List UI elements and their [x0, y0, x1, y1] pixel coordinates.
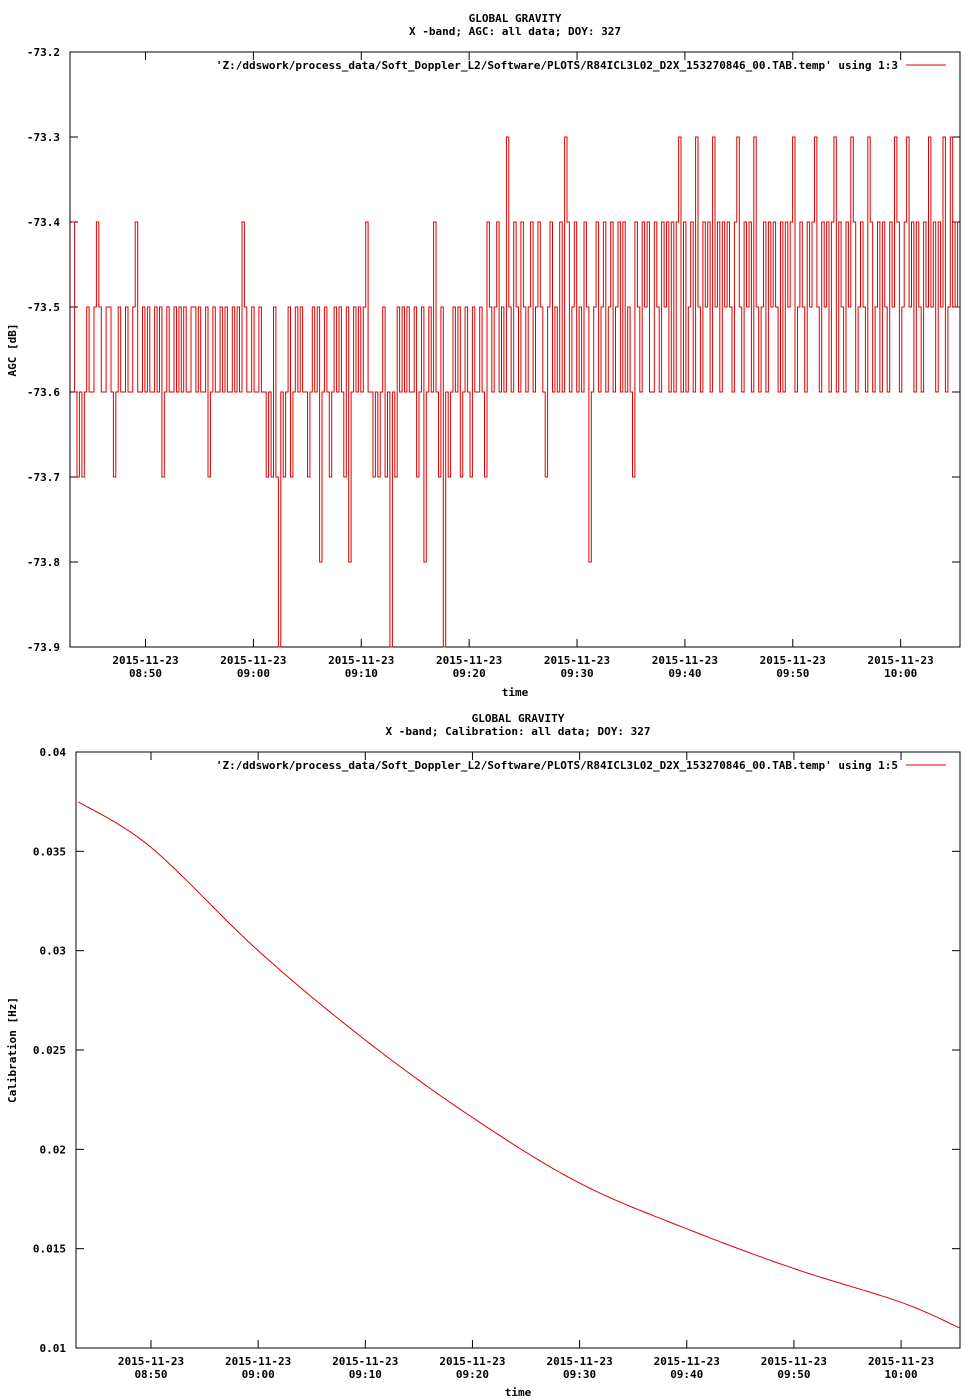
- x-tick-time-label: 09:20: [456, 1368, 489, 1381]
- x-tick-time-label: 08:50: [129, 667, 162, 680]
- y-tick-label: -73.8: [27, 556, 60, 569]
- x-tick-date-label: 2015-11-23: [112, 654, 178, 667]
- y-tick-label: 0.02: [40, 1143, 67, 1156]
- chart-subtitle: X -band; AGC: all data; DOY: 327: [409, 25, 621, 38]
- x-tick-time-label: 09:50: [777, 1368, 810, 1381]
- x-tick-date-label: 2015-11-23: [652, 654, 718, 667]
- x-tick-time-label: 09:20: [453, 667, 486, 680]
- plot-frame: [75, 751, 961, 1349]
- x-tick-time-label: 10:00: [884, 667, 917, 680]
- y-tick-label: -73.3: [27, 131, 60, 144]
- x-tick-time-label: 09:40: [668, 667, 701, 680]
- x-tick-time-label: 09:10: [345, 667, 378, 680]
- y-tick-label: -73.9: [27, 641, 60, 654]
- y-tick-label: 0.01: [40, 1342, 67, 1355]
- series-line: [77, 801, 961, 1329]
- y-axis-label: Calibration [Hz]: [6, 997, 19, 1103]
- x-tick-date-label: 2015-11-23: [760, 654, 826, 667]
- x-tick-date-label: 2015-11-23: [868, 654, 934, 667]
- x-tick-time-label: 09:40: [670, 1368, 703, 1381]
- legend-label: 'Z:/ddswork/process_data/Soft_Doppler_L2…: [216, 759, 898, 772]
- x-tick-time-label: 10:00: [885, 1368, 918, 1381]
- x-tick-date-label: 2015-11-23: [225, 1355, 291, 1368]
- x-tick-date-label: 2015-11-23: [546, 1355, 612, 1368]
- x-tick-date-label: 2015-11-23: [436, 654, 502, 667]
- chart-subtitle: X -band; Calibration: all data; DOY: 327: [386, 725, 651, 738]
- x-tick-date-label: 2015-11-23: [328, 654, 394, 667]
- series-line: [72, 136, 960, 648]
- x-tick-date-label: 2015-11-23: [439, 1355, 505, 1368]
- x-tick-date-label: 2015-11-23: [654, 1355, 720, 1368]
- y-tick-label: 0.03: [40, 945, 67, 958]
- x-tick-time-label: 09:00: [242, 1368, 275, 1381]
- x-tick-date-label: 2015-11-23: [220, 654, 286, 667]
- x-tick-time-label: 09:50: [776, 667, 809, 680]
- chart-title: GLOBAL GRAVITY: [469, 12, 562, 25]
- y-tick-label: -73.6: [27, 386, 60, 399]
- x-axis-label: time: [505, 1386, 532, 1399]
- chart-title: GLOBAL GRAVITY: [472, 712, 565, 725]
- y-tick-label: -73.5: [27, 301, 60, 314]
- y-tick-label: 0.015: [33, 1243, 66, 1256]
- x-tick-time-label: 09:10: [349, 1368, 382, 1381]
- x-tick-date-label: 2015-11-23: [761, 1355, 827, 1368]
- x-tick-time-label: 08:50: [134, 1368, 167, 1381]
- x-tick-date-label: 2015-11-23: [332, 1355, 398, 1368]
- x-tick-time-label: 09:00: [237, 667, 270, 680]
- y-tick-label: -73.4: [27, 216, 60, 229]
- plot-frame: [69, 51, 961, 648]
- x-tick-date-label: 2015-11-23: [118, 1355, 184, 1368]
- x-tick-time-label: 09:30: [563, 1368, 596, 1381]
- x-axis-label: time: [502, 686, 529, 699]
- y-tick-label: 0.025: [33, 1044, 66, 1057]
- y-tick-label: 0.04: [40, 746, 67, 759]
- x-tick-date-label: 2015-11-23: [544, 654, 610, 667]
- y-tick-label: -73.2: [27, 46, 60, 59]
- x-tick-date-label: 2015-11-23: [868, 1355, 934, 1368]
- y-axis-label: AGC [dB]: [6, 324, 19, 377]
- y-tick-label: 0.035: [33, 845, 66, 858]
- legend-label: 'Z:/ddswork/process_data/Soft_Doppler_L2…: [216, 59, 898, 72]
- x-tick-time-label: 09:30: [560, 667, 593, 680]
- y-tick-label: -73.7: [27, 471, 60, 484]
